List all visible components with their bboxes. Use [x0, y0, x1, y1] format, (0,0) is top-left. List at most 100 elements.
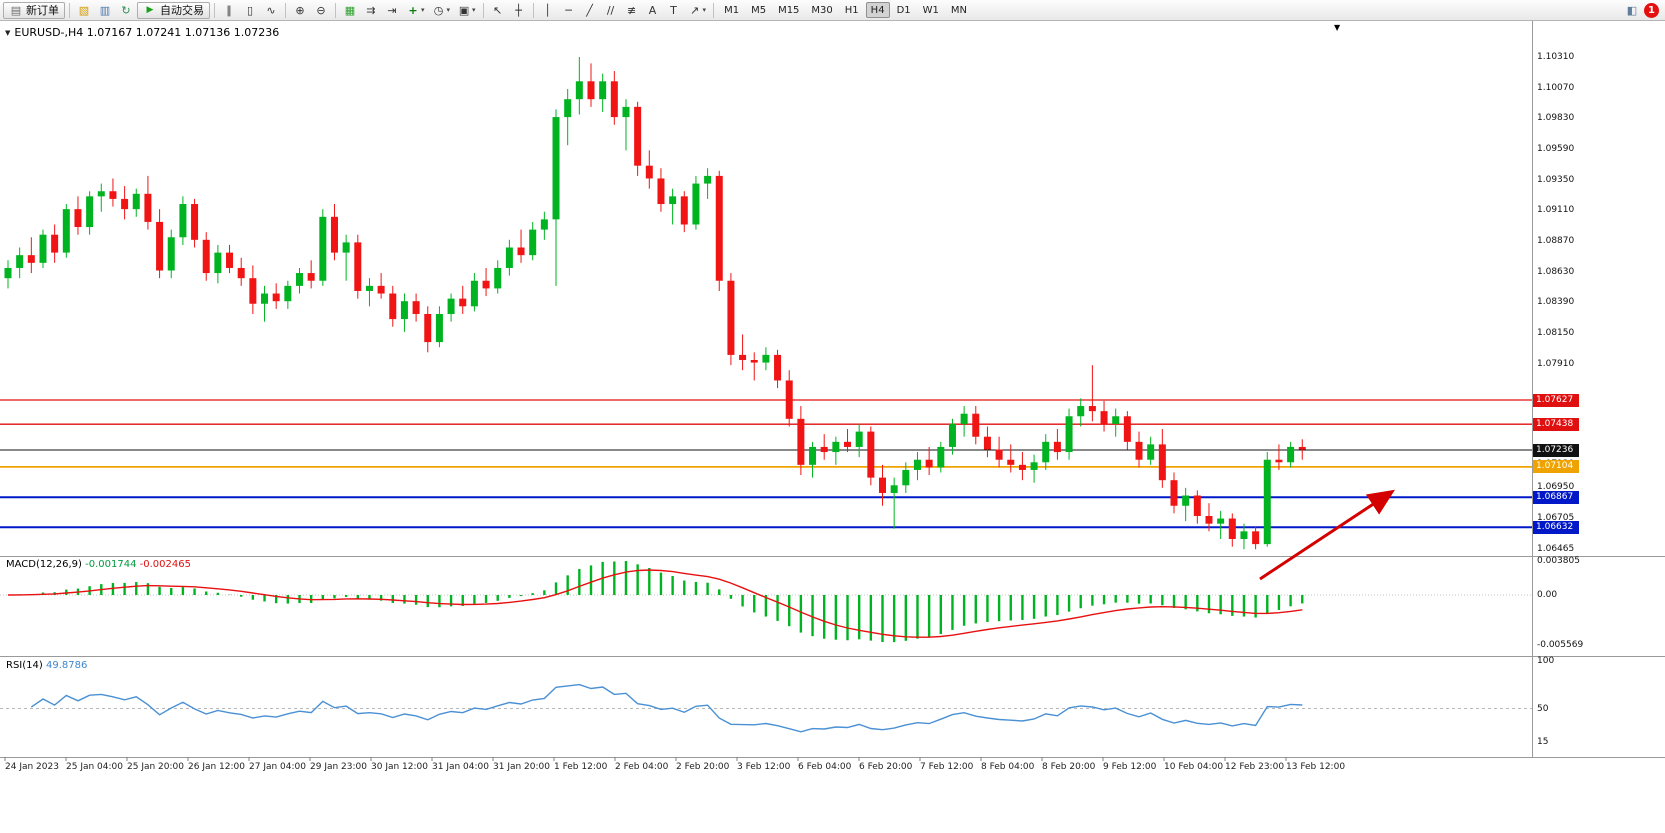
price-axis-label: 1.08870: [1537, 236, 1575, 247]
cursor-button[interactable]: ↖: [488, 2, 508, 19]
price-line-badge: 1.07104: [1533, 460, 1579, 474]
toolbar-separator: [335, 2, 336, 18]
macd-panel-label: MACD(12,26,9) -0.001744 -0.002465: [6, 559, 191, 570]
price-axis-label: 1.10070: [1537, 82, 1575, 93]
fibonacci-icon: ≢: [626, 3, 637, 17]
tile-windows-button[interactable]: ▦: [340, 2, 360, 19]
arrow-shapes-icon: ↗: [689, 3, 700, 17]
toolbar-separator: [482, 2, 484, 18]
time-axis-label: 27 Jan 04:00: [249, 762, 306, 772]
line-chart-button[interactable]: ∿: [261, 2, 281, 19]
timeframe-button-m1[interactable]: M1: [724, 5, 740, 16]
price-line-badge: 1.06632: [1533, 520, 1579, 534]
timeframe-button-h1[interactable]: H1: [844, 5, 859, 16]
time-axis-label: 31 Jan 04:00: [432, 762, 489, 772]
rsi-axis-label: 15: [1537, 736, 1549, 747]
time-axis-label: 3 Feb 12:00: [737, 762, 791, 772]
toolbar-separator: [713, 2, 715, 18]
main-toolbar: ▤ 新订单 ▧ ▥ ↻ ▶ 自动交易 ∥ ▯ ∿ ⊕ ⊖: [0, 0, 1665, 21]
chart-ohlc-title: ▼ EURUSD-,H4 1.07167 1.07241 1.07136 1.0…: [5, 26, 279, 39]
time-axis-label: 13 Feb 12:00: [1286, 762, 1346, 772]
rsi-value: 49.8786: [45, 660, 88, 671]
text-label-button[interactable]: T: [664, 2, 684, 19]
chart-shift-icon: ⇥: [387, 3, 397, 17]
new-order-icon: ▤: [10, 3, 22, 17]
chevron-down-icon: ▾: [472, 6, 476, 14]
text-button[interactable]: A: [643, 2, 663, 19]
price-line-badge: 1.07627: [1533, 393, 1579, 407]
rsi-name: RSI(14): [6, 660, 43, 671]
time-axis-label: 6 Feb 20:00: [859, 762, 913, 772]
vertical-line-button[interactable]: │: [538, 2, 558, 19]
trendline-icon: ╱: [586, 3, 593, 17]
time-axis-label: 8 Feb 20:00: [1042, 762, 1096, 772]
chevron-down-icon: ▾: [421, 6, 425, 14]
notification-badge[interactable]: 1: [1644, 2, 1659, 18]
timeframe-button-mn[interactable]: MN: [950, 5, 967, 16]
candlestick-chart-button[interactable]: ▯: [240, 2, 260, 19]
auto-trading-play-icon: ▶: [146, 4, 154, 15]
timeframe-button-w1[interactable]: W1: [922, 5, 939, 16]
time-axis-label: 8 Feb 04:00: [981, 762, 1035, 772]
price-axis-label: 1.08390: [1537, 297, 1575, 308]
toolbar-separator: [532, 2, 534, 18]
rsi-axis-label: 100: [1537, 656, 1555, 666]
time-axis-label: 29 Jan 23:00: [310, 762, 367, 772]
timeframe-button-h4[interactable]: H4: [865, 2, 890, 18]
templates-dropdown[interactable]: ▣ ▾: [454, 2, 479, 19]
horizontal-line-button[interactable]: ─: [559, 2, 579, 19]
time-axis-label: 2 Feb 20:00: [676, 762, 730, 772]
periods-dropdown[interactable]: ◷ ▾: [429, 2, 454, 19]
timeframe-button-m5[interactable]: M5: [751, 5, 767, 16]
crosshair-button[interactable]: ┼: [509, 2, 529, 19]
macd-signal-value: -0.002465: [139, 559, 191, 570]
rsi-panel-label: RSI(14) 49.8786: [6, 660, 87, 671]
timeframe-button-m15[interactable]: M15: [778, 5, 800, 16]
chart-shift-button[interactable]: ⇥: [382, 2, 402, 19]
price-axis-label: 1.06465: [1537, 543, 1575, 554]
fibonacci-button[interactable]: ≢: [622, 2, 642, 19]
indicators-dropdown[interactable]: + ▾: [403, 2, 428, 19]
chevron-down-icon: ▾: [702, 6, 707, 14]
auto-trading-button[interactable]: ▶ 自动交易: [137, 1, 210, 19]
new-chart-button[interactable]: ▧: [74, 2, 94, 19]
mql-logo-icon: ◧: [1626, 3, 1638, 17]
price-axis-label: 1.07910: [1537, 358, 1575, 369]
time-axis-label: 9 Feb 12:00: [1103, 762, 1157, 772]
time-axis-label: 7 Feb 12:00: [920, 762, 974, 772]
collapse-triangle-icon[interactable]: ▼: [5, 28, 11, 37]
price-axis-label: 1.09590: [1537, 144, 1575, 155]
zoom-out-button[interactable]: ⊖: [311, 2, 331, 19]
price-axis-label: 1.09110: [1537, 205, 1575, 216]
shapes-dropdown[interactable]: ↗ ▾: [685, 2, 710, 19]
time-axis-label: 6 Feb 04:00: [798, 762, 852, 772]
auto-scroll-icon: ⇉: [366, 3, 376, 17]
channel-button[interactable]: //: [601, 2, 621, 19]
timeframe-button-m30[interactable]: M30: [811, 5, 833, 16]
macd-axis-label: -0.005569: [1537, 640, 1584, 651]
timeframe-button-d1[interactable]: D1: [896, 5, 911, 16]
profiles-icon: ▥: [99, 3, 111, 17]
price-line-badge: 1.06867: [1533, 490, 1579, 504]
macd-main-value: -0.001744: [85, 559, 137, 570]
trendline-button[interactable]: ╱: [580, 2, 600, 19]
line-chart-icon: ∿: [266, 3, 276, 17]
toolbar-separator: [285, 2, 286, 18]
bar-chart-icon: ∥: [226, 3, 232, 17]
text-label-icon: T: [670, 3, 677, 17]
time-axis-label: 26 Jan 12:00: [188, 762, 245, 772]
new-order-label: 新订单: [26, 4, 59, 17]
price-axis-label: 1.10310: [1537, 52, 1575, 62]
rsi-axis-label: 50: [1537, 703, 1549, 714]
bar-chart-button[interactable]: ∥: [219, 2, 239, 19]
new-order-button[interactable]: ▤ 新订单: [3, 1, 65, 19]
profiles-button[interactable]: ▥: [95, 2, 115, 19]
refresh-button[interactable]: ↻: [116, 2, 136, 19]
timeframe-toolbar: M1 M5 M15 M30 H1 H4 D1 W1 MN: [718, 2, 973, 18]
zoom-in-button[interactable]: ⊕: [290, 2, 310, 19]
templates-icon: ▣: [458, 3, 470, 17]
auto-scroll-button[interactable]: ⇉: [361, 2, 381, 19]
time-axis-label: 1 Feb 12:00: [554, 762, 608, 772]
